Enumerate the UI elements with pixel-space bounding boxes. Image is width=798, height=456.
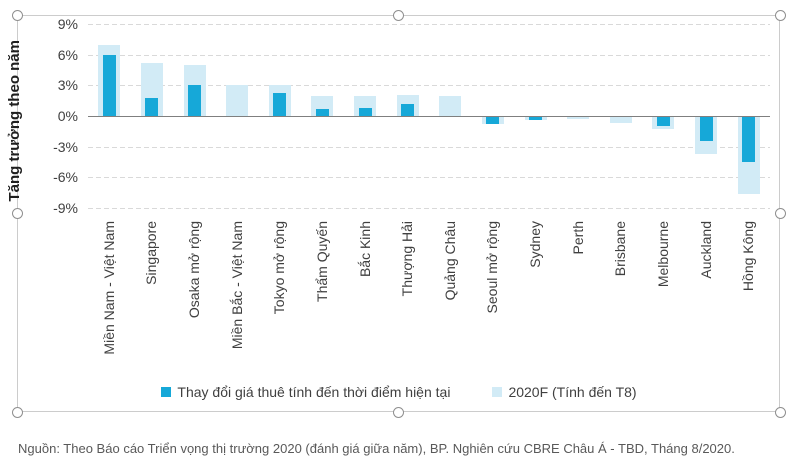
misspelled-word: giữa [363,441,390,456]
y-tick-label: -6% [53,169,78,186]
category-label: Thượng Hải [399,221,416,297]
bar-current [486,117,500,125]
category-label: Miền Bắc - Việt Nam [228,221,245,350]
bar-current [656,117,670,127]
bar-current [358,107,372,116]
category-label: Perth [569,221,586,255]
gridline [88,146,770,148]
legend-swatch-2020f-icon [492,387,503,397]
bar-2020f [439,95,462,116]
category-label: Seoul mở rộng [484,221,501,314]
chart-selection-border [17,15,780,412]
bar-current [401,103,415,116]
category-label: Tokyo mở rộng [271,221,288,315]
bar-current [699,117,713,141]
legend-item-2020f[interactable]: 2020F (Tính đến T8) [492,384,637,400]
category-label: Singapore [143,221,160,285]
legend-label-2020f: 2020F (Tính đến T8) [508,384,637,400]
source-text: ), BP. Nghiên [418,441,498,456]
bar-current [145,97,159,116]
y-tick-label: -3% [53,138,78,155]
category-label: Melbourne [654,221,671,288]
misspelled-word: cáo [123,441,145,456]
category-label: Quảng Châu [441,221,458,301]
resize-handle-ne[interactable] [774,9,786,21]
source-text: : Theo [56,441,97,456]
chart-legend: Thay đổi giá thuê tính đến thời điểm hiệ… [0,384,798,400]
misspelled-word: vọng [180,441,209,456]
bar-current [188,85,202,116]
bar-2020f [226,85,249,116]
y-tick-label: -9% [53,199,78,216]
source-text: - TBD, [606,441,651,456]
category-label: Brisbane [612,221,629,277]
resize-handle-se[interactable] [774,406,786,418]
misspelled-word: Á [598,441,607,456]
source-text: CBRE [519,441,564,456]
gridline [88,54,770,56]
bar-current [102,54,116,116]
misspelled-word: Châu [563,441,595,456]
misspelled-word: Triển [147,441,177,456]
misspelled-word: đánh [309,441,339,456]
source-text: 2020 ( [269,441,310,456]
gridline [88,24,770,26]
misspelled-word: cứu [497,441,520,456]
resize-handle-nw[interactable] [11,9,23,21]
category-label: Auckland [697,221,714,279]
bar-2020f [567,117,590,119]
y-tick-label: 6% [57,46,78,63]
resize-handle-w[interactable] [11,207,23,219]
y-tick-label: 0% [57,108,78,124]
category-label: Osaka mở rộng [186,221,203,319]
misspelled-word: thị [212,441,226,456]
misspelled-word: giá [342,441,360,456]
misspelled-word: trường [229,441,270,456]
bar-current [315,108,329,116]
misspelled-word: Báo [96,441,120,456]
resize-handle-n[interactable] [392,9,404,21]
misspelled-word: Tháng [651,441,688,456]
bar-current [742,117,756,162]
bar-2020f [609,117,632,124]
x-axis-line [88,116,770,117]
y-tick-label: 3% [57,77,78,94]
legend-swatch-current-icon [161,387,172,397]
gridline [88,85,770,87]
category-label: Miền Nam - Việt Nam [100,221,117,355]
legend-item-current[interactable]: Thay đổi giá thuê tính đến thời điểm hiệ… [161,384,450,400]
legend-label-current: Thay đổi giá thuê tính đến thời điểm hiệ… [177,384,451,400]
resize-handle-s[interactable] [392,406,404,418]
gridline [88,207,770,209]
misspelled-word: năm [392,441,419,456]
resize-handle-e[interactable] [774,207,786,219]
bar-current [529,117,543,121]
source-note: Nguồn: Theo Báo cáo Triển vọng thị trườn… [18,441,735,456]
category-label: Sydney [527,221,544,268]
y-tick-label: 9% [57,16,78,33]
category-label: Hồng Kông [740,221,757,292]
y-axis-title: Tăng trưởng theo năm [6,40,23,202]
bar-current [273,92,287,116]
gridline [88,177,770,179]
category-label: Thẩm Quyến [313,221,330,302]
resize-handle-sw[interactable] [11,406,23,418]
misspelled-word: Nguồn [18,441,57,456]
category-label: Bắc Kinh [356,221,373,278]
source-text: 8/2020. [687,441,735,456]
